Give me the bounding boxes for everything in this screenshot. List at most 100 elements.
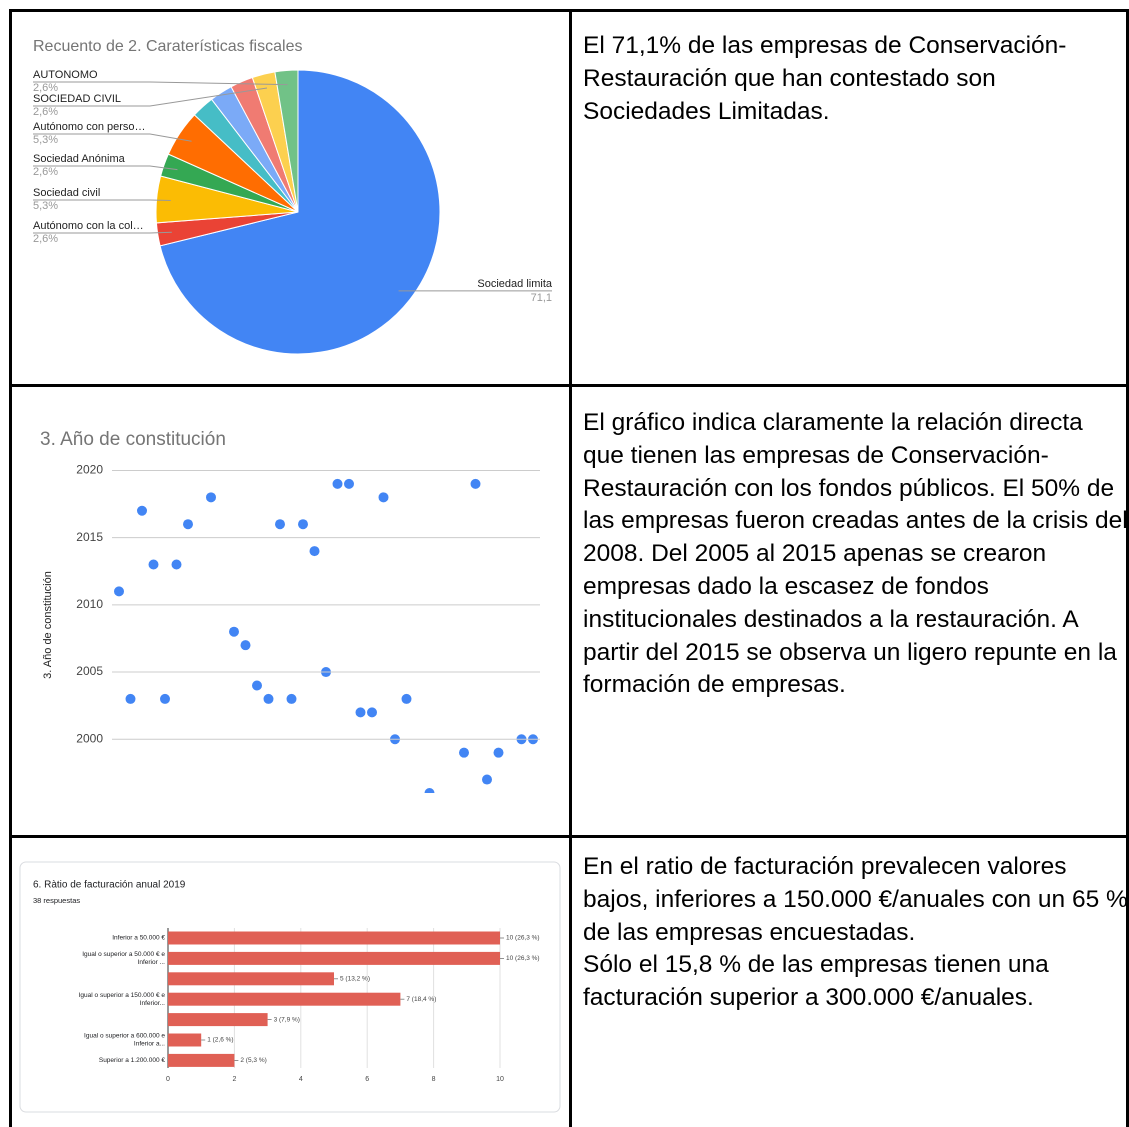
charts: Recuento de 2. Caraterísticas fiscales So… [19,38,561,1113]
chart-title: Recuento de 2. Caraterísticas fiscales [33,38,302,55]
slice-value: 2,6% [33,82,58,94]
leader-line [33,87,268,107]
pie-slice [159,69,441,355]
category-label: Inferior ... [138,959,166,966]
chart-card [19,861,561,1113]
slice-label: Sociedad limita [477,278,552,290]
x-tick-label: 6 [365,1076,369,1083]
point [367,707,377,718]
point [309,546,320,557]
paragraph: El gráfico indica claramente la relación… [583,409,1128,699]
leader-line [33,133,192,142]
point [332,478,343,489]
border [9,9,1129,12]
y-tick-label: 2005 [76,664,103,678]
border [9,9,12,1127]
value-label: 5 (13,2 %) [340,976,370,983]
row-text: En el ratio de facturación prevalecen va… [583,851,1128,1015]
point [286,693,297,704]
value-label: 3 (7,9 %) [274,1016,300,1023]
point [459,747,469,758]
slice-value: 2,6% [33,166,58,178]
category-label: Inferior... [140,1000,165,1007]
point [171,559,182,570]
slice-value: 5,3% [33,134,58,146]
bar [168,972,334,986]
y-tick-label: 2010 [76,597,103,611]
point [344,478,354,489]
value-label: 1 (2,6 %) [207,1037,233,1044]
chart-title: 3. Año de constitución [40,429,226,450]
point [183,519,193,530]
chart-title: 6. Ràtio de facturación anual 2019 [33,880,186,891]
leader-line [33,81,288,86]
x-tick-label: 0 [166,1076,170,1083]
x-tick-label: 2 [232,1076,236,1083]
slice-label: Autónomo con la col… [33,220,144,232]
slice-label: Sociedad civil [33,187,100,199]
slice-label: Sociedad Anónima [33,153,126,165]
paragraph: El 71,1% de las empresas de Conservación… [583,32,1067,125]
bar [168,931,500,945]
bar [168,951,500,965]
y-tick-label: 2020 [76,463,103,477]
point [263,693,274,704]
slice-value: 2,6% [33,233,58,245]
category-label: Igual o superior a 150.000 € e [79,992,166,999]
leader-line [33,199,171,202]
value-label: 2 (5,3 %) [240,1057,266,1064]
point [298,519,308,530]
chart-subtitle: 38 respuestas [33,896,80,905]
bar [168,1033,202,1047]
point [229,626,239,637]
value-label: 10 (26,3 %) [506,955,540,962]
point [114,586,124,597]
value-label: 10 (26,3 %) [506,935,540,942]
point [206,492,216,503]
point [148,559,159,570]
category-label: Igual o superior a 50.000 € e [82,951,165,958]
border [9,835,1129,838]
y-axis-label: 3. Año de constitución [42,571,54,679]
point [493,747,504,758]
category-label: Inferior a... [134,1041,165,1048]
category-label: Igual o superior a 600.000 e [84,1033,165,1040]
point [424,788,435,793]
scatter-points [114,478,538,793]
y-tick-label: 2015 [76,530,103,544]
row-text: El 71,1% de las empresas de Conservación… [583,30,1128,128]
pie-slice [274,69,299,213]
category-label: Superior a 1.200.000 € [99,1057,166,1064]
slice-value: 71,1 [531,292,552,304]
point [160,693,170,704]
point [355,707,366,718]
slice-label: SOCIEDAD CIVIL [33,93,121,105]
leader-line [33,231,172,234]
point [252,680,262,691]
leader-line [33,165,178,171]
point [137,505,147,516]
bar [168,1053,235,1067]
border [569,9,572,1127]
point [482,774,492,785]
point [401,693,412,704]
bar [168,1013,268,1027]
value-label: 7 (18,4 %) [406,996,436,1003]
paragraph: En el ratio de facturación prevalecen va… [583,853,1128,946]
point [125,693,136,704]
bar [168,992,401,1006]
slice-value: 2,6% [33,106,58,118]
x-tick-label: 10 [496,1076,504,1083]
point [240,640,251,651]
slice-label: AUTONOMO [33,69,98,81]
border [9,384,1129,387]
y-tick-label: 2000 [76,731,103,745]
border [1126,9,1129,1127]
point [275,519,285,530]
category-label: Inferior a 50.000 € [112,935,165,942]
x-tick-label: 4 [299,1076,303,1083]
point [378,492,389,503]
point [470,478,481,489]
row-text: El gráfico indica claramente la relación… [583,407,1128,702]
